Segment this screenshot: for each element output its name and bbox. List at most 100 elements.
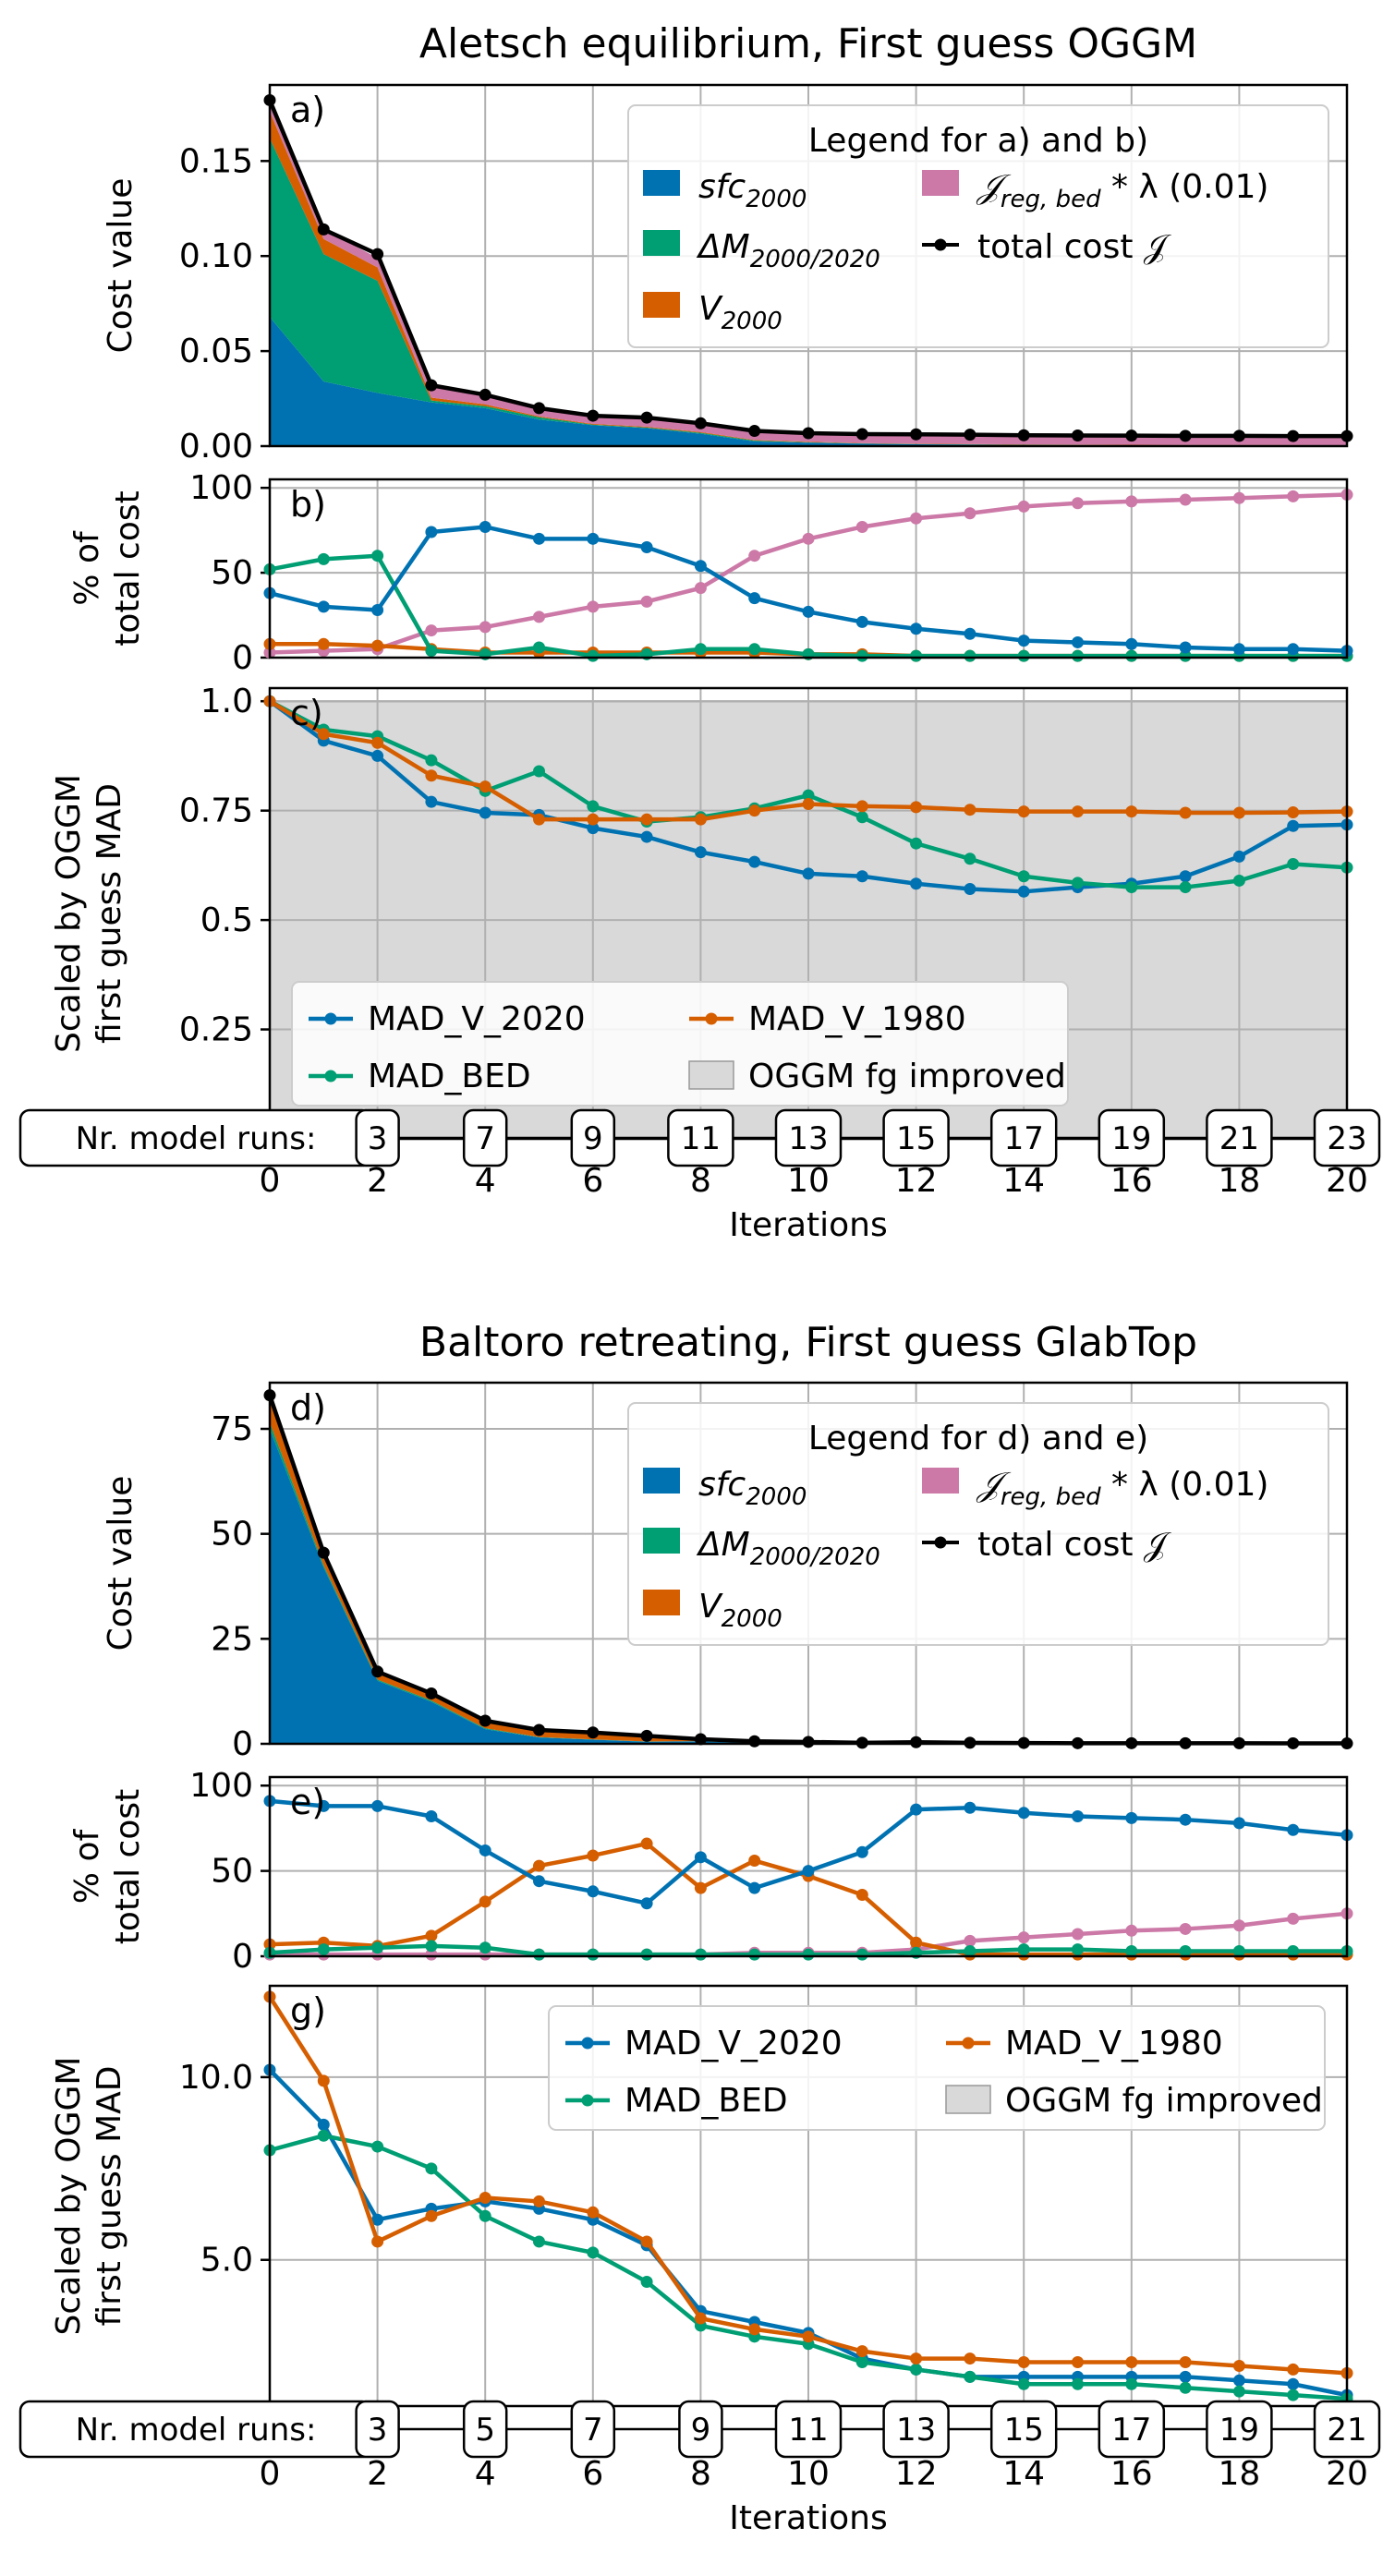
fig2-legend-label-sfc-base: sfc: [698, 1466, 746, 1504]
fig1-mad-v1980-point-17: [1179, 806, 1192, 819]
fig1-pct-sfc-point-16: [1125, 637, 1138, 650]
fig2-legend-swatch-dM: [643, 1528, 680, 1554]
fig2-cost-ytick-label-1: 25: [211, 1620, 253, 1658]
fig1-mad-v2020-point-13: [964, 882, 977, 895]
fig2-mad-bed-point-3: [425, 2162, 438, 2175]
fig2-mad-v1980-point-16: [1125, 2356, 1138, 2369]
fig2-pct-frame: [268, 1775, 1349, 1958]
fig2-mad-bed-point-1: [317, 2129, 330, 2142]
fig1-cost-ylabel-0: Cost value: [102, 178, 140, 354]
fig1-xtick-label-6: 6: [582, 1162, 603, 1200]
fig2-pct-sfc-point-4: [479, 1844, 491, 1856]
fig2-pct-sfc-point-16: [1125, 1811, 1138, 1824]
fig1-cost-total-point-7: [640, 411, 653, 424]
fig2-legend-title: Legend for d) and e): [808, 1420, 1148, 1457]
fig2-legend-swatch-V: [643, 1590, 680, 1615]
fig2-mad-legend-label-v2020: MAD_V_2020: [625, 2025, 843, 2062]
fig2-mad-legend: MAD_V_2020 MAD_V_1980 MAD_BED OGGM fg impro…: [548, 2005, 1326, 2131]
fig2-mad-v1980-point-5: [533, 2195, 545, 2207]
fig1-pct-ytick-label-2: 100: [189, 469, 253, 507]
fig1-pct-sfc-point-17: [1179, 641, 1192, 654]
fig1-cost-total-point-13: [964, 429, 977, 441]
fig2-mad-v1980-point-3: [425, 2209, 438, 2222]
fig1-cost-ytick-label-3: 0.15: [179, 142, 253, 180]
fig2-pct-reg-point-19: [1287, 1912, 1300, 1925]
fig1-runs-badge-1: 7: [462, 1108, 508, 1167]
fig1-cost-total-point-11: [855, 428, 868, 441]
fig2-pct-dM-point-3: [425, 1940, 438, 1953]
fig1-pct-dM-point-11: [855, 649, 868, 662]
fig1-pct-reg-point-11: [855, 520, 868, 533]
fig2-mad-v1980-point-19: [1287, 2363, 1300, 2376]
fig2-mad-bed-point-12: [910, 2363, 923, 2376]
fig1-pct-frame: [268, 478, 1349, 659]
fig2-mad-bed-point-4: [479, 2209, 491, 2222]
fig2-mad-panel-label: g): [290, 1990, 326, 2031]
fig1-cost-total-point-10: [802, 427, 815, 440]
fig1-pct-sfc-point-12: [910, 623, 923, 635]
fig2-xtick-label-18: 18: [1218, 2455, 1260, 2493]
fig1-pct-ytick-label-0: 0: [232, 639, 253, 677]
fig1-pct-sfc-point-7: [640, 541, 653, 554]
fig1-mad-v1980-point-9: [748, 804, 761, 817]
fig1-pct-dM-point-14: [1017, 649, 1030, 662]
fig1-runs-badge-8: 21: [1206, 1108, 1273, 1167]
fig1-mad-ytick-label-3: 1.0: [200, 683, 253, 720]
fig1-runs-badge-label-7: 19: [1111, 1120, 1151, 1157]
fig2-pct-dM-point-10: [802, 1948, 815, 1961]
fig1-cost-total-point-17: [1179, 429, 1192, 442]
fig1-xtick-label-10: 10: [787, 1162, 830, 1200]
fig1-pct-dM-point-12: [910, 649, 923, 662]
fig1-runs-badge-frame-4: [774, 1108, 843, 1167]
fig2-cost-panel-label: d): [290, 1387, 326, 1428]
fig2-pct-ylabel-1: total cost: [109, 1789, 147, 1944]
fig1-runs-badge-9: 23: [1313, 1108, 1381, 1167]
fig2-mad-v1980-point-13: [964, 2352, 977, 2365]
fig2-mad-bed-point-14: [1017, 2377, 1030, 2390]
fig2-runs-badge-9: 21: [1313, 2400, 1381, 2459]
fig2-pct-sfc-point-19: [1287, 1823, 1300, 1836]
fig1-pct-sfc-point-1: [317, 600, 330, 613]
fig2-xtick-label-8: 8: [690, 2455, 711, 2493]
fig2-legend-label-sfc: sfc2000: [698, 1466, 807, 1511]
fig1-runs-badge-2: 9: [570, 1108, 616, 1167]
fig2-mad-legend-swatch-v2020-dot: [581, 2037, 594, 2050]
fig1-xtick-label-8: 8: [690, 1162, 711, 1200]
fig2-pct-sfc-point-2: [371, 1799, 384, 1812]
fig2-legend-swatch-reg: [922, 1468, 959, 1494]
fig2-xlabel: Iterations: [729, 2499, 887, 2537]
fig1-cost-total-point-5: [533, 402, 545, 415]
fig2-pct-reg-point-18: [1232, 1919, 1245, 1932]
fig1-cost-total-point-18: [1232, 429, 1245, 442]
fig1-runs-badge-frame-6: [989, 1108, 1058, 1167]
fig1-legend-swatch-reg: [922, 170, 959, 196]
fig2-pct-sfc-point-7: [640, 1897, 653, 1910]
fig1-mad-v2020-point-19: [1287, 819, 1300, 832]
fig1-runs-badge-label-8: 21: [1219, 1120, 1259, 1157]
fig2-runs-badge-label-5: 13: [896, 2412, 936, 2449]
fig1-xlabel: Iterations: [729, 1206, 887, 1244]
fig2-mad-v2020-point-18: [1232, 2374, 1245, 2387]
fig1-pct-sfc-point-19: [1287, 643, 1300, 656]
fig2-mad-bed-point-19: [1287, 2389, 1300, 2401]
fig2-mad-legend-label-bed: MAD_BED: [625, 2082, 788, 2120]
fig1-runs-badge-frame-0: [355, 1108, 400, 1167]
fig2-pct-dM-point-4: [479, 1941, 491, 1954]
fig2-pct-dM-point-19: [1287, 1944, 1300, 1957]
fig2-legend-label-dM-base: ΔM: [696, 1526, 750, 1564]
fig1-mad-legend-swatch-v2020-dot: [324, 1012, 337, 1025]
fig2-mad-ytick-label-0: 5.0: [200, 2242, 253, 2280]
fig1-legend-swatch-total-dot: [934, 238, 947, 251]
fig1-legend-label-dM-sub: 2000/2020: [750, 246, 880, 273]
fig2-runs-badge-3: 9: [678, 2400, 723, 2459]
fig2-mad-bed-point-2: [371, 2140, 384, 2153]
fig1-legend-label-reg-sub: reg, bed: [1001, 186, 1101, 213]
fig2-pct-sfc-point-1: [317, 1799, 330, 1812]
fig2-runs-badge-frame-7: [1098, 2400, 1166, 2459]
fig1-pct-sfc-point-18: [1232, 643, 1245, 656]
fig2-mad-bed-point-7: [640, 2275, 653, 2288]
fig1-mad-v2020-point-8: [694, 846, 707, 859]
fig2-pct-dM-point-11: [855, 1948, 868, 1961]
fig1-runs-badge-frame-1: [462, 1108, 508, 1167]
